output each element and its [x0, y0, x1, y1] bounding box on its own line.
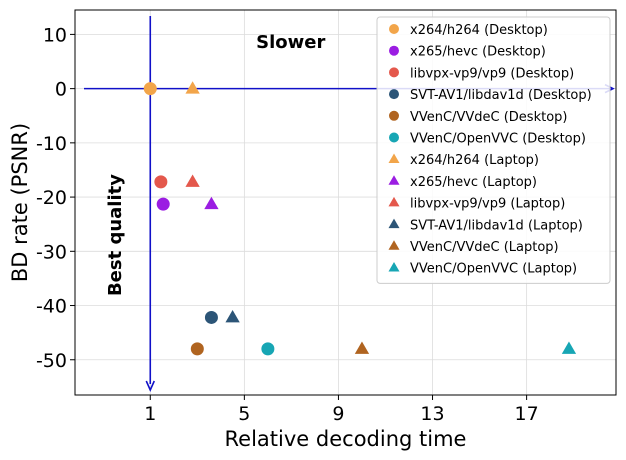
data-point-6 [185, 81, 200, 94]
legend: x264/h264 (Desktop) x265/hevc (Desktop) li… [376, 16, 611, 284]
x-tick-label: 17 [515, 403, 539, 425]
y-tick-label: -30 [36, 241, 67, 263]
legend-entry: SVT-AV1/libdav1d (Desktop) [410, 88, 592, 103]
data-point-5 [261, 342, 275, 356]
legend-entry: VVenC/OpenVVC (Laptop) [410, 262, 577, 277]
annotations: Slower Best quality [105, 32, 325, 296]
vertical-arrow-head [145, 380, 156, 392]
legend-marker [388, 240, 400, 250]
y-tick-label: -20 [36, 187, 67, 209]
legend-entry: x264/h264 (Desktop) [410, 23, 548, 38]
legend-marker [389, 67, 399, 78]
annotation-slower: Slower [256, 32, 325, 53]
x-axis-title: Relative decoding time [225, 427, 467, 451]
data-point-2 [154, 175, 168, 189]
data-point-8 [185, 174, 200, 187]
y-tick-label: 10 [43, 24, 67, 46]
legend-entry: SVT-AV1/libdav1d (Laptop) [410, 218, 583, 233]
x-tick-label: 1 [144, 403, 156, 425]
y-tick-label: 0 [55, 79, 67, 101]
legend-entry: libvpx-vp9/vp9 (Laptop) [410, 197, 565, 212]
data-point-1 [156, 197, 170, 211]
data-point-7 [204, 196, 219, 210]
legend-marker [389, 24, 399, 34]
legend-marker [388, 196, 400, 207]
x-tick-label: 13 [420, 403, 444, 425]
legend-marker [389, 45, 399, 56]
legend-entry: libvpx-vp9/vp9 (Desktop) [410, 66, 574, 81]
legend-entry: VVenC/VVdeC (Laptop) [410, 240, 559, 255]
legend-entry: x265/hevc (Desktop) [410, 45, 546, 60]
data-point-0 [143, 82, 157, 96]
legend-entry: VVenC/VVdeC (Desktop) [410, 110, 567, 125]
legend-marker [388, 262, 400, 272]
axis-ticks: 1 5 9 13 17 10 0 -10 -20 -30 -40 -50 [36, 24, 539, 425]
data-point-4 [190, 342, 204, 356]
data-point-9 [225, 310, 240, 323]
y-tick-label: -40 [36, 296, 67, 318]
legend-marker [388, 218, 400, 229]
legend-marker [388, 175, 400, 185]
legend-marker [389, 132, 399, 143]
data-points [143, 81, 577, 356]
y-tick-label: -50 [36, 350, 67, 372]
plot-frame [74, 9, 617, 396]
legend-entry: x265/hevc (Laptop) [410, 175, 537, 190]
y-axis-title: BD rate (PSNR) [8, 123, 32, 282]
data-point-3 [204, 310, 218, 324]
legend-box [376, 16, 611, 284]
legend-marker [388, 153, 400, 163]
legend-entry: VVenC/OpenVVC (Desktop) [410, 132, 586, 147]
annotation-best-quality: Best quality [105, 174, 126, 296]
data-point-10 [354, 341, 370, 354]
y-tick-label: -10 [36, 133, 67, 155]
legend-marker [389, 110, 399, 121]
legend-marker [389, 89, 399, 100]
legend-entry: x264/h264 (Laptop) [410, 153, 539, 168]
x-tick-label: 5 [238, 403, 250, 425]
data-point-11 [561, 341, 577, 354]
x-tick-label: 9 [332, 403, 344, 425]
